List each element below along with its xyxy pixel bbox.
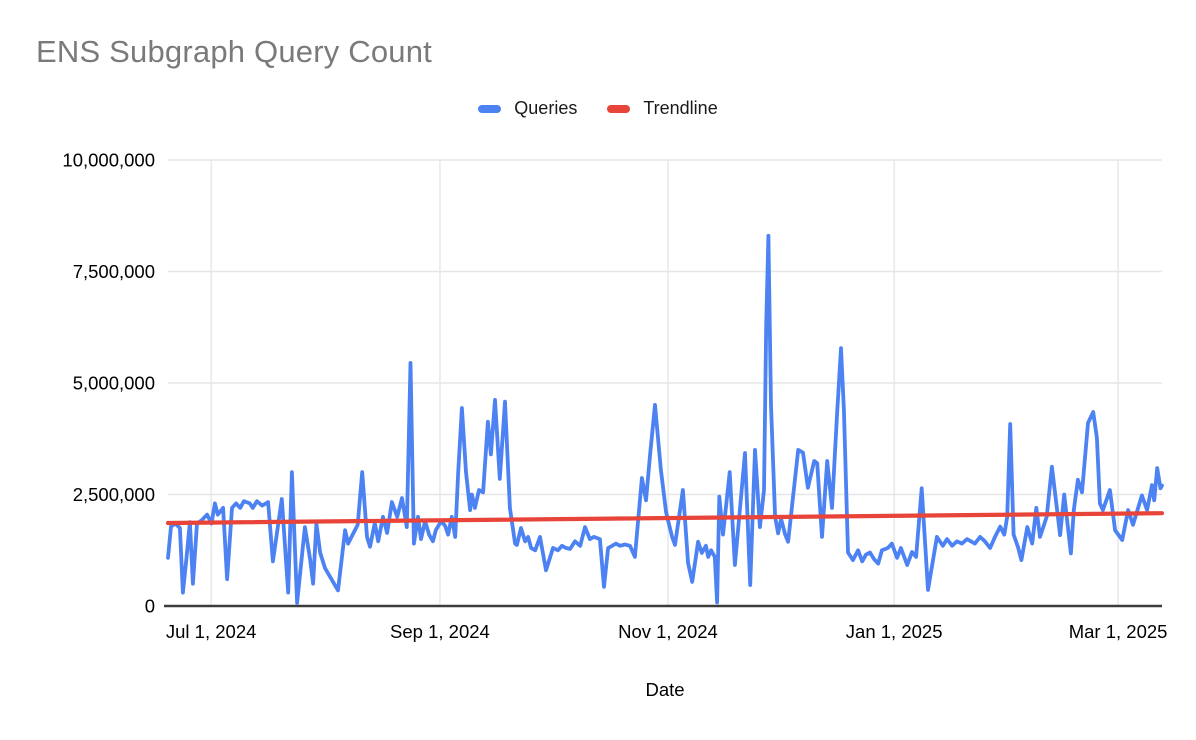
y-axis-tick-label: 5,000,000 [73, 373, 155, 394]
series-line-queries [166, 233, 1164, 605]
x-axis-tick-label: Nov 1, 2024 [618, 621, 718, 642]
y-axis-tick-label: 0 [145, 596, 155, 617]
x-axis-tick-label: Jul 1, 2024 [166, 621, 257, 642]
legend: Queries Trendline [0, 98, 1196, 119]
y-axis-tick-label: 7,500,000 [73, 261, 155, 282]
queries-swatch-icon [478, 104, 502, 113]
legend-item-trendline[interactable]: Trendline [607, 98, 718, 119]
legend-label-queries: Queries [514, 98, 578, 118]
legend-label-trendline: Trendline [643, 98, 718, 118]
x-axis-tick-label: Jan 1, 2025 [846, 621, 943, 642]
trendline-swatch-icon [607, 104, 631, 113]
series-line-trendline [165, 511, 1165, 526]
x-axis-tick-label: Mar 1, 2025 [1069, 621, 1168, 642]
y-axis-tick-label: 10,000,000 [62, 150, 155, 171]
legend-item-queries[interactable]: Queries [478, 98, 577, 119]
x-axis-tick-label: Sep 1, 2024 [390, 621, 490, 642]
chart-title: ENS Subgraph Query Count [36, 34, 432, 69]
y-axis-tick-label: 2,500,000 [73, 484, 155, 505]
x-axis-title: Date [645, 679, 684, 700]
